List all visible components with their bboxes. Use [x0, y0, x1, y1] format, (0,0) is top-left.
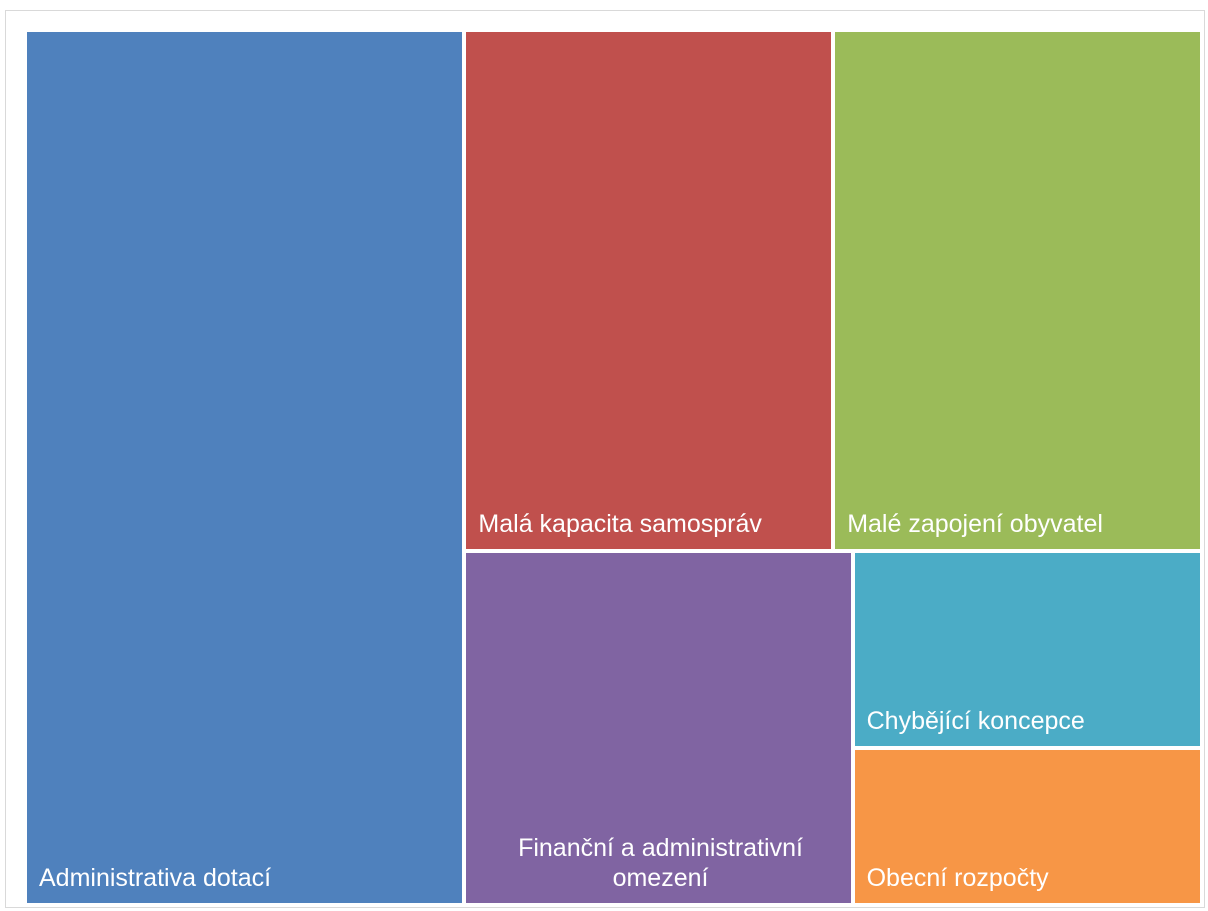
treemap-tile: Obecní rozpočty [854, 749, 1200, 903]
treemap-tile: Malé zapojení obyvatel [835, 32, 1200, 550]
tile-label: Finanční a administrativní omezení [518, 833, 803, 892]
tile-label: Chybějící koncepce [866, 706, 1085, 735]
tile-label: Administrativa dotací [39, 864, 272, 892]
tile-label: Malé zapojení obyvatel [847, 510, 1103, 539]
tile-label: Malá kapacita samospráv [478, 510, 762, 539]
treemap-tile: Finanční a administrativní omezení [466, 553, 851, 903]
tile-label: Obecní rozpočty [866, 863, 1049, 892]
treemap: Administrativa dotací Malá kapacita samos… [25, 30, 1202, 905]
chart-frame [5, 10, 1205, 908]
treemap-tile: Chybějící koncepce [854, 553, 1200, 746]
treemap-tile: Administrativa dotací [27, 32, 463, 903]
treemap-tile: Malá kapacita samospráv [466, 32, 832, 550]
